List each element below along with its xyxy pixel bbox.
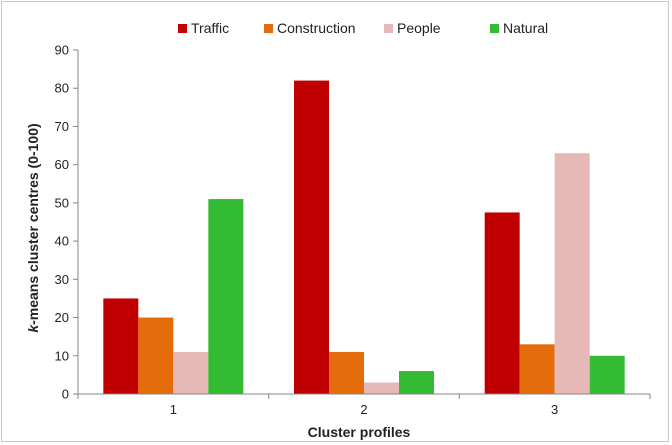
legend-label: Traffic — [191, 20, 229, 36]
bar-natural-1 — [208, 199, 244, 394]
bar-construction-1 — [138, 317, 174, 394]
y-axis: 0 10 20 30 40 50 60 70 80 90 — [55, 43, 79, 402]
bar-traffic-3 — [484, 212, 520, 394]
y-tick-label: 0 — [62, 387, 69, 402]
bar-people-3 — [554, 153, 590, 394]
y-tick-label: 10 — [55, 348, 69, 363]
y-axis-title: k-means cluster centres (0-100) — [25, 123, 41, 332]
legend-item-natural: Natural — [490, 20, 548, 36]
x-axis-title: Cluster profiles — [308, 424, 411, 440]
bar-people-1 — [173, 351, 209, 394]
legend-item-construction: Construction — [264, 20, 356, 36]
bar-natural-3 — [589, 355, 625, 394]
legend-label: People — [397, 20, 441, 36]
legend: Traffic Construction People Natural — [178, 20, 548, 36]
bars — [103, 80, 625, 395]
legend-item-traffic: Traffic — [178, 20, 229, 36]
y-tick-label: 90 — [55, 43, 69, 58]
bar-natural-2 — [399, 371, 434, 394]
bar-construction-3 — [519, 344, 555, 394]
y-tick-label: 60 — [55, 157, 69, 172]
bar-traffic-2 — [294, 80, 329, 395]
legend-swatch — [490, 24, 499, 33]
y-axis-title-italic: k — [25, 324, 41, 333]
y-tick-label: 50 — [55, 195, 69, 210]
y-tick-label: 70 — [55, 119, 69, 134]
y-axis-title-rest: -means cluster centres (0-100) — [25, 123, 41, 325]
y-tick-label: 30 — [55, 272, 69, 287]
x-tick-label: 1 — [170, 402, 177, 417]
x-tick-label: 2 — [360, 402, 367, 417]
bar-construction-2 — [329, 351, 364, 394]
legend-label: Natural — [503, 20, 548, 36]
y-tick-label: 40 — [55, 234, 69, 249]
x-axis: 1 2 3 — [77, 393, 651, 417]
legend-label: Construction — [277, 20, 356, 36]
legend-swatch — [384, 24, 393, 33]
x-tick-label: 3 — [551, 402, 558, 417]
legend-swatch — [178, 24, 187, 33]
bar-people-2 — [364, 382, 399, 394]
legend-swatch — [264, 24, 273, 33]
y-tick-label: 80 — [55, 81, 69, 96]
legend-item-people: People — [384, 20, 441, 36]
bar-traffic-1 — [103, 298, 139, 394]
y-tick-label: 20 — [55, 310, 69, 325]
